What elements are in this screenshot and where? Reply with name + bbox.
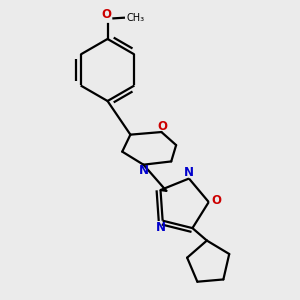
- Text: CH₃: CH₃: [126, 13, 144, 23]
- Text: O: O: [101, 8, 111, 21]
- Text: O: O: [211, 194, 221, 207]
- Text: O: O: [158, 120, 167, 133]
- Text: N: N: [184, 166, 194, 178]
- Text: N: N: [156, 221, 166, 234]
- Text: N: N: [139, 164, 148, 177]
